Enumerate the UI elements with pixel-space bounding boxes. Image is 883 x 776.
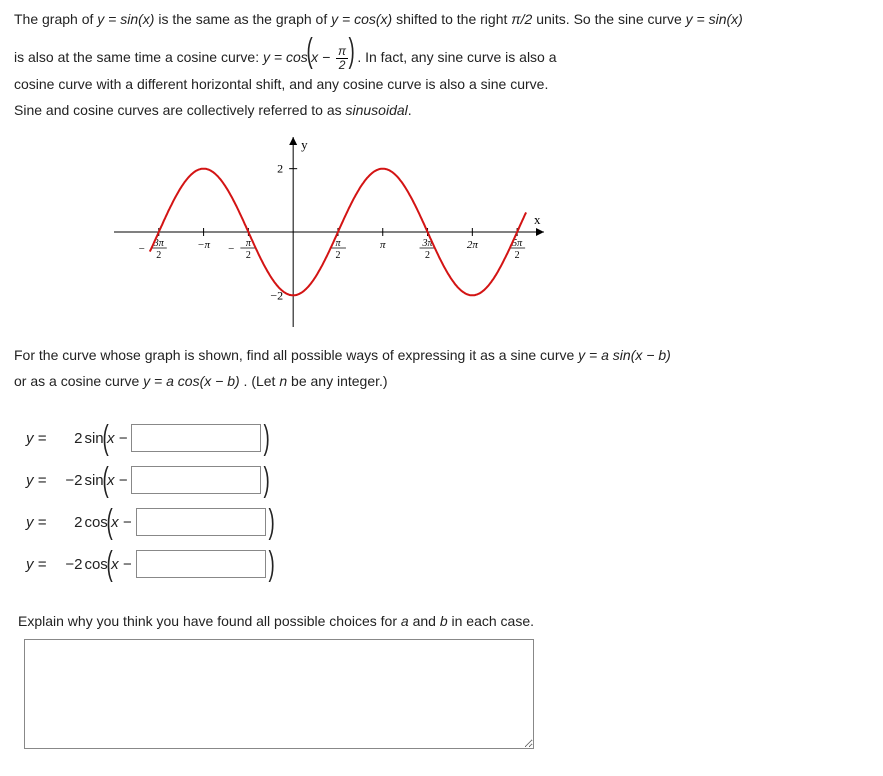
svg-text:2: 2 bbox=[277, 161, 283, 175]
lhs: y = bbox=[26, 556, 46, 573]
eq: y = a sin(x − b) bbox=[578, 347, 671, 363]
equation-row: y = 2 sin(x − ) bbox=[26, 421, 869, 455]
eq: y = a cos(x − b) bbox=[143, 373, 239, 389]
intro-line-4: Sine and cosine curves are collectively … bbox=[14, 99, 869, 123]
text: x − bbox=[311, 49, 334, 65]
coefficient: 2 bbox=[54, 514, 82, 531]
text: shifted to the right bbox=[396, 11, 511, 27]
intro-line-3: cosine curve with a different horizontal… bbox=[14, 73, 869, 97]
svg-text:−: − bbox=[228, 243, 234, 255]
left-paren: ( bbox=[106, 505, 112, 539]
function-name: sin bbox=[84, 430, 103, 447]
answer-input-1[interactable] bbox=[131, 466, 261, 494]
function-name: cos bbox=[84, 514, 107, 531]
answer-input-3[interactable] bbox=[136, 550, 266, 578]
coefficient: 2 bbox=[54, 430, 82, 447]
left-paren: ( bbox=[106, 547, 112, 581]
inside-prefix: x − bbox=[107, 430, 127, 447]
text: be any integer.) bbox=[291, 373, 388, 389]
left-paren: ( bbox=[102, 463, 108, 497]
eq: y = sin(x) bbox=[686, 11, 743, 27]
text: is the same as the graph of bbox=[158, 11, 331, 27]
left-paren: ( bbox=[102, 421, 108, 455]
text: . In fact, any sine curve is also a bbox=[357, 49, 556, 65]
svg-text:π: π bbox=[335, 238, 341, 249]
coefficient: −2 bbox=[54, 472, 82, 489]
text: or as a cosine curve bbox=[14, 373, 143, 389]
coefficient: −2 bbox=[54, 556, 82, 573]
lhs: y = bbox=[26, 430, 46, 447]
svg-text:2: 2 bbox=[425, 250, 430, 261]
eq: y = sin(x) bbox=[97, 11, 154, 27]
equation-row: y = −2 sin(x − ) bbox=[26, 463, 869, 497]
lhs: y = bbox=[26, 514, 46, 531]
text: . bbox=[408, 102, 412, 118]
function-name: sin bbox=[84, 472, 103, 489]
text: The graph of bbox=[14, 11, 97, 27]
function-name: cos bbox=[84, 556, 107, 573]
explain-textarea[interactable] bbox=[24, 639, 534, 749]
eq: y = cos(x) bbox=[331, 11, 392, 27]
intro-line-1: The graph of y = sin(x) is the same as t… bbox=[14, 8, 869, 32]
inside-prefix: x − bbox=[111, 556, 131, 573]
svg-text:2π: 2π bbox=[467, 239, 479, 251]
graph-svg: yx2−2−3π2−π−π2π2π3π22π5π2 bbox=[114, 137, 544, 327]
text: . (Let bbox=[244, 373, 280, 389]
question-line-2: or as a cosine curve y = a cos(x − b) . … bbox=[14, 370, 869, 394]
svg-text:π: π bbox=[380, 239, 386, 251]
svg-text:x: x bbox=[534, 212, 541, 227]
text: y = cos bbox=[263, 49, 308, 65]
intro-line-2: is also at the same time a cosine curve:… bbox=[14, 34, 869, 71]
svg-text:2: 2 bbox=[156, 250, 161, 261]
svg-text:2: 2 bbox=[515, 250, 520, 261]
lhs: y = bbox=[26, 472, 46, 489]
equation-row: y = −2 cos(x − ) bbox=[26, 547, 869, 581]
eq: π/2 bbox=[511, 11, 532, 27]
text: is also at the same time a cosine curve: bbox=[14, 49, 263, 65]
term: sinusoidal bbox=[346, 102, 408, 118]
answer-input-0[interactable] bbox=[131, 424, 261, 452]
var: n bbox=[279, 373, 287, 389]
svg-text:2: 2 bbox=[335, 250, 340, 261]
right-paren: ) bbox=[264, 463, 270, 497]
text: units. So the sine curve bbox=[536, 11, 685, 27]
inside-prefix: x − bbox=[107, 472, 127, 489]
text: Sine and cosine curves are collectively … bbox=[14, 102, 346, 118]
svg-text:−π: −π bbox=[197, 239, 210, 251]
text: For the curve whose graph is shown, find… bbox=[14, 347, 578, 363]
right-paren: ) bbox=[268, 505, 274, 539]
svg-text:−: − bbox=[139, 243, 145, 255]
question-line-1: For the curve whose graph is shown, find… bbox=[14, 344, 869, 368]
eq: y = cos(x − π2) bbox=[263, 49, 357, 65]
right-paren: ) bbox=[268, 547, 274, 581]
sinusoid-graph: yx2−2−3π2−π−π2π2π3π22π5π2 bbox=[114, 137, 869, 330]
inside-prefix: x − bbox=[111, 514, 131, 531]
svg-text:2: 2 bbox=[246, 250, 251, 261]
explain-prompt: Explain why you think you have found all… bbox=[18, 613, 869, 629]
equation-row: y = 2 cos(x − ) bbox=[26, 505, 869, 539]
svg-text:y: y bbox=[301, 137, 308, 152]
answer-input-2[interactable] bbox=[136, 508, 266, 536]
right-paren: ) bbox=[264, 421, 270, 455]
